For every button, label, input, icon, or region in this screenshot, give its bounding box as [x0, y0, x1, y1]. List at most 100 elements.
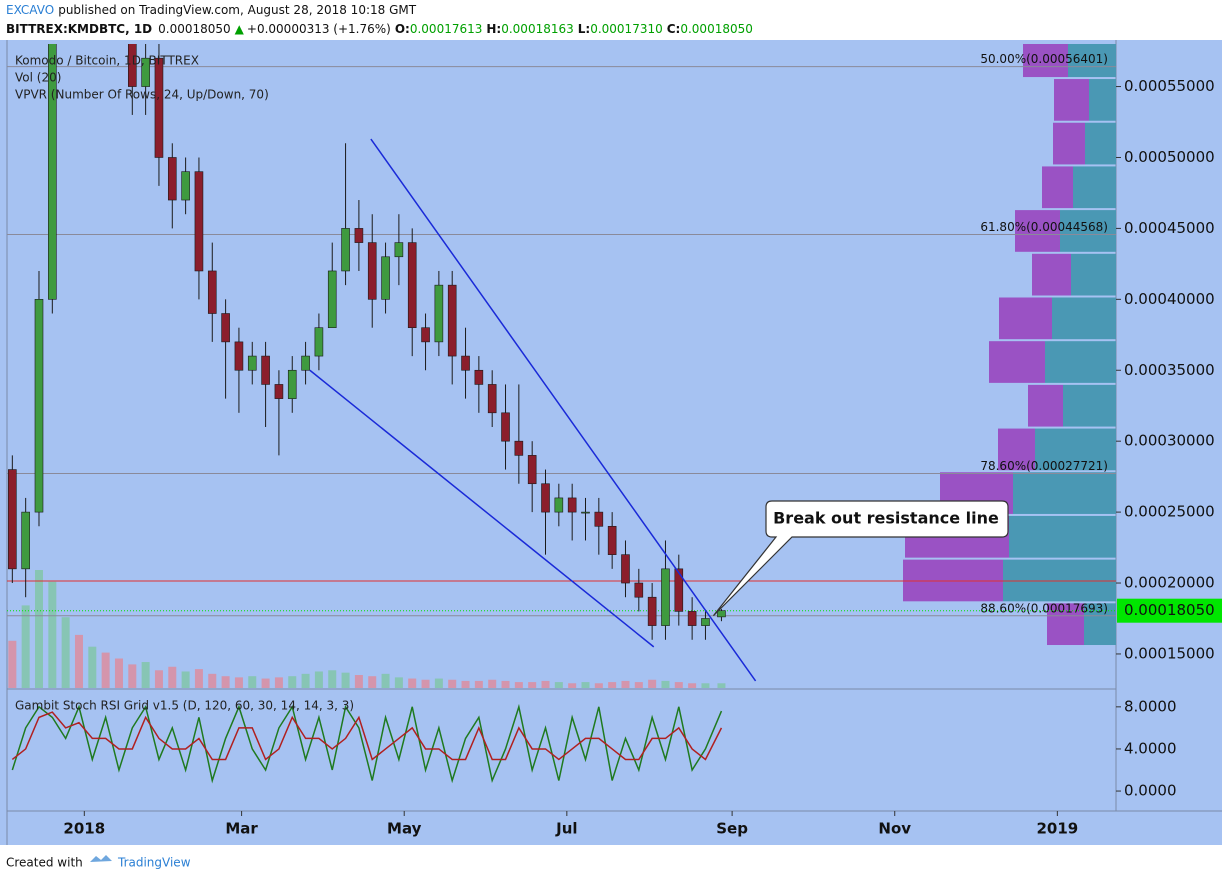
- volume-bar: [488, 679, 497, 688]
- price-badge-label: 0.00018050: [1124, 601, 1215, 619]
- high: 0.00018163: [501, 22, 574, 36]
- candle-body: [594, 511, 604, 527]
- vpvr-up: [1003, 559, 1116, 602]
- candle-body: [341, 228, 350, 272]
- legend-text: Vol (20): [15, 71, 61, 85]
- legend-text: Komodo / Bitcoin, 1D, BITTREX: [15, 54, 199, 68]
- volume-bar: [154, 670, 163, 688]
- volume-bar: [48, 581, 57, 688]
- osc-line: [11, 703, 723, 784]
- low-label: L:: [578, 22, 590, 36]
- volume-bar: [421, 679, 430, 688]
- volume-bar: [528, 682, 537, 688]
- x-tick-label: Sep: [716, 820, 748, 838]
- footer-brand[interactable]: TradingView: [117, 856, 191, 870]
- volume-bar: [181, 671, 190, 688]
- volume-bar: [301, 673, 310, 688]
- close: 0.00018050: [680, 22, 753, 36]
- volume-bar: [461, 680, 470, 688]
- candle-body: [48, 44, 57, 300]
- fib-label: 78.60%(0.00027721): [980, 459, 1108, 473]
- volume-bar: [381, 673, 390, 688]
- volume-bar: [128, 664, 137, 688]
- volume-bar: [688, 683, 697, 688]
- candle-body: [687, 611, 697, 626]
- volume-bar: [88, 646, 97, 688]
- volume-bar: [8, 640, 17, 688]
- vpvr-up: [1013, 472, 1116, 514]
- candle-body: [314, 327, 324, 357]
- volume-bar: [621, 680, 630, 688]
- candle-body: [407, 242, 417, 329]
- volume-bar: [674, 682, 683, 688]
- volume-bar: [474, 680, 483, 688]
- osc-line: [11, 711, 723, 761]
- candle-body: [274, 384, 284, 399]
- vpvr-up: [1085, 122, 1116, 165]
- candle-body: [167, 157, 177, 201]
- volume-bar: [354, 675, 363, 688]
- candle-body: [21, 511, 30, 570]
- volume-bar: [341, 672, 350, 688]
- overlay: 0.00015000 0.00020000 0.00025000 0.00030000…: [15, 54, 1222, 838]
- fib-label: 61.80%(0.00044568): [980, 220, 1108, 234]
- candle-body: [194, 171, 204, 272]
- y-tick-label: 0.00040000: [1124, 290, 1215, 308]
- candle-body: [554, 497, 564, 513]
- candle-body: [674, 568, 684, 612]
- volume-bar: [661, 680, 670, 688]
- volume-bar: [448, 679, 457, 688]
- y-tick-label: 0.00025000: [1124, 503, 1215, 521]
- volume-bar: [634, 682, 643, 688]
- candle-body: [327, 270, 337, 329]
- vpvr-down: [1032, 253, 1071, 296]
- symbol: BITTREX:KMDBTC, 1D: [6, 22, 152, 36]
- volume-bar: [101, 652, 110, 688]
- header-line-1: EXCAVO published on TradingView.com, Augu…: [6, 3, 417, 17]
- candle-body: [207, 270, 217, 314]
- volume-bar: [408, 678, 417, 688]
- fib-label: 88.60%(0.00017693): [980, 601, 1108, 615]
- price-badge: [1117, 598, 1222, 623]
- vpvr-down: [903, 559, 1003, 602]
- candle-body: [647, 596, 657, 626]
- candle-body: [287, 369, 297, 399]
- vpvr-up: [1068, 44, 1116, 78]
- volume-bar: [261, 678, 270, 688]
- candle-body: [301, 355, 310, 371]
- vpvr-up: [1063, 384, 1116, 427]
- x-tick-label: 2018: [63, 820, 105, 838]
- y-tick-label: 0.00045000: [1124, 219, 1215, 237]
- vpvr-down: [1047, 603, 1084, 646]
- candle-body: [581, 511, 590, 514]
- volume-bar: [221, 676, 230, 688]
- open: 0.00017613: [410, 22, 483, 36]
- x-tick-label: Jul: [555, 820, 577, 838]
- volume-bar: [717, 683, 726, 688]
- volume-bar: [141, 662, 150, 688]
- volume-bar: [168, 666, 177, 688]
- y-tick-label: 0.00050000: [1124, 148, 1215, 166]
- vpvr-down: [998, 428, 1035, 471]
- vpvr-up: [1009, 515, 1116, 558]
- y-tick-label: 0.00020000: [1124, 574, 1215, 592]
- x-tick-label: Mar: [225, 820, 258, 838]
- vpvr-down: [989, 341, 1045, 383]
- candle-body: [381, 256, 390, 300]
- vpvr-up: [1045, 341, 1116, 383]
- fib-label: 50.00%(0.00056401): [980, 52, 1108, 66]
- volume-bar: [368, 676, 377, 688]
- volume-bar: [554, 682, 563, 688]
- volume-bar: [514, 682, 523, 688]
- candle-body: [541, 483, 550, 513]
- candle-body: [247, 355, 257, 371]
- volume-bar: [74, 634, 83, 688]
- candle-body: [514, 440, 524, 456]
- vpvr-down: [1028, 384, 1063, 427]
- candle-body: [154, 57, 164, 158]
- tv-logo: [90, 855, 112, 862]
- callout: [712, 500, 1009, 617]
- volume-bar: [61, 617, 70, 688]
- candle-body: [234, 341, 244, 371]
- volume-bar: [208, 673, 217, 688]
